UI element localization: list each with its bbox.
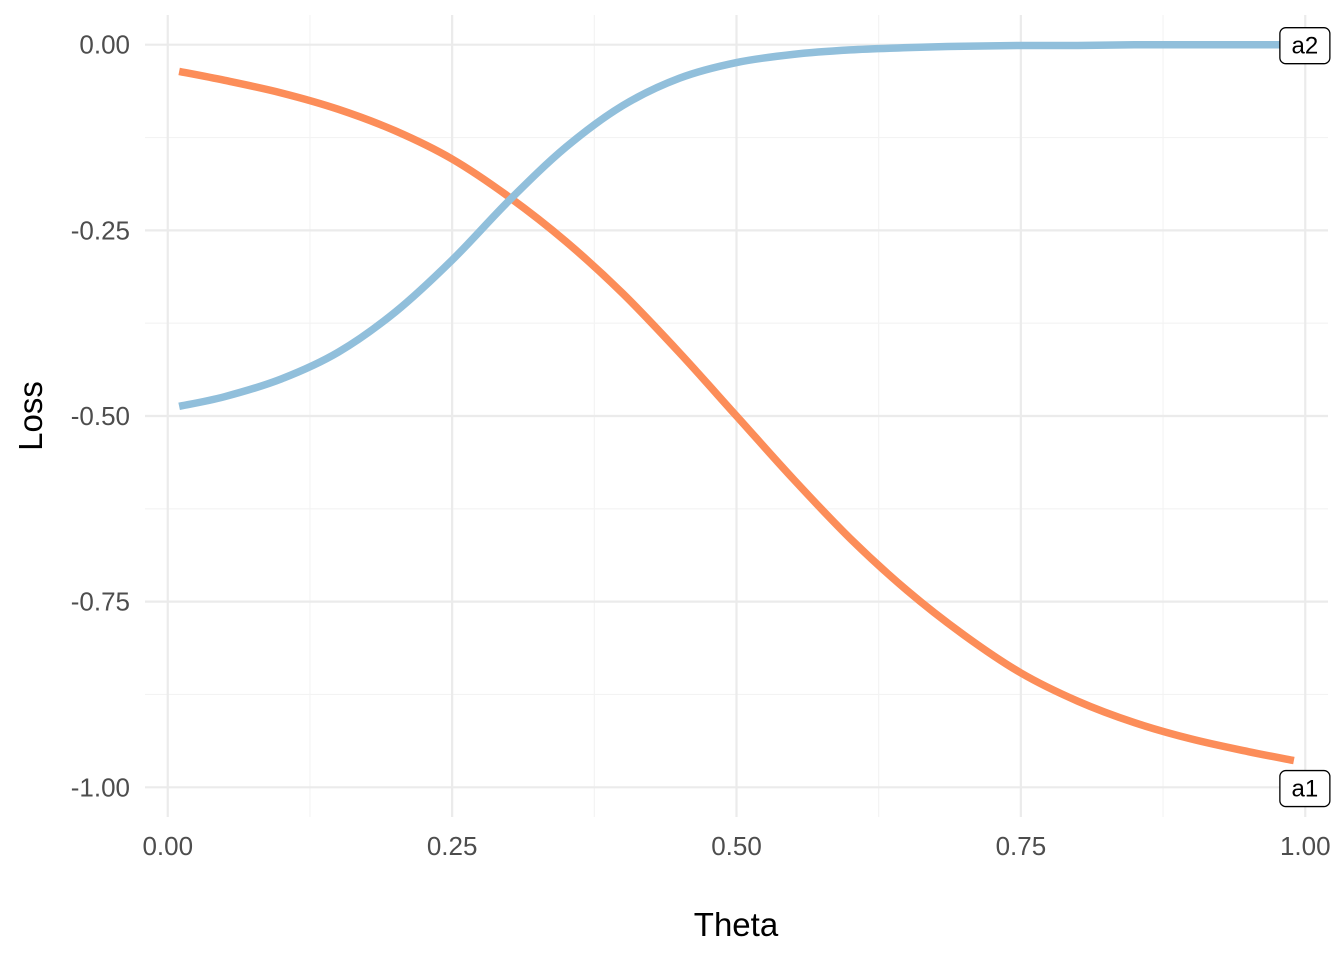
- y-tick-label: -1.00: [71, 772, 130, 802]
- y-axis-title: Loss: [12, 381, 49, 451]
- x-tick-label: 0.00: [142, 831, 193, 861]
- end-label-text: a2: [1292, 33, 1319, 60]
- y-axis-ticks: 0.00 -0.25 -0.50 -0.75 -1.00: [71, 30, 130, 803]
- y-tick-label: -0.75: [71, 587, 130, 617]
- x-tick-label: 0.25: [427, 831, 478, 861]
- series-line-a1: [178, 67, 1295, 765]
- series-end-labels: a1 a2: [1279, 27, 1331, 808]
- end-label-a2: a2: [1279, 27, 1331, 65]
- series-line-a2: [178, 40, 1294, 411]
- x-tick-label: 1.00: [1280, 831, 1331, 861]
- x-axis-ticks: 0.00 0.25 0.50 0.75 1.00: [142, 831, 1330, 861]
- end-label-box: [1279, 27, 1331, 65]
- y-tick-label: 0.00: [79, 30, 130, 60]
- x-axis-title: Theta: [694, 906, 779, 943]
- end-label-box: [1279, 769, 1331, 808]
- end-label-a1: a1: [1279, 769, 1331, 808]
- y-tick-label: -0.25: [71, 215, 130, 245]
- end-label-text: a1: [1292, 776, 1319, 803]
- x-tick-label: 0.75: [996, 831, 1047, 861]
- y-tick-label: -0.50: [71, 401, 130, 431]
- x-tick-label: 0.50: [711, 831, 762, 861]
- series-lines: [178, 40, 1295, 765]
